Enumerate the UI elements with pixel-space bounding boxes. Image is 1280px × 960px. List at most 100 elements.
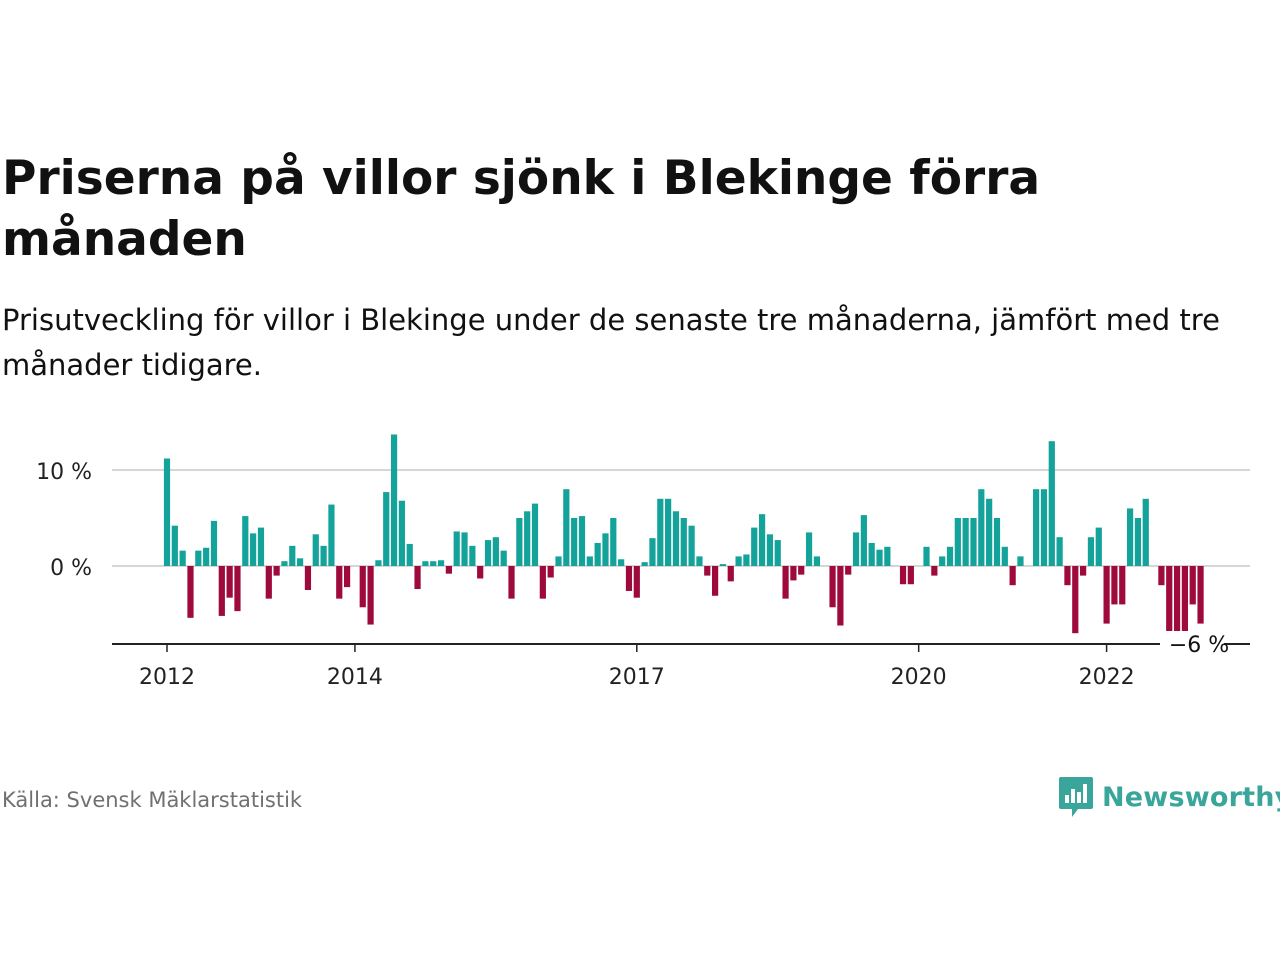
bar — [242, 516, 249, 566]
bar — [359, 566, 366, 608]
chart-subtitle: Prisutveckling för villor i Blekinge und… — [2, 303, 1220, 382]
bar — [931, 566, 938, 576]
x-tick-label: 2012 — [139, 665, 195, 690]
bar — [226, 566, 233, 598]
bar — [1181, 566, 1188, 634]
bar — [993, 518, 1001, 566]
bar — [179, 550, 186, 566]
last-value-bg — [1160, 631, 1224, 657]
bar — [516, 518, 523, 566]
bar — [1095, 527, 1102, 566]
bar — [602, 533, 609, 566]
x-tick-label: 2017 — [609, 665, 665, 690]
bar — [422, 561, 429, 566]
bar — [469, 545, 476, 566]
bar — [390, 434, 398, 566]
bar — [978, 489, 985, 566]
y-tick-label: 0 % — [50, 556, 92, 581]
bar — [273, 566, 280, 576]
bar — [265, 566, 272, 599]
bar — [1001, 546, 1008, 566]
bar — [234, 566, 241, 612]
bar — [1158, 566, 1165, 586]
y-tick-label: 10 % — [36, 460, 92, 485]
bar — [665, 498, 672, 566]
bar — [1080, 566, 1087, 576]
bar — [1009, 566, 1016, 586]
bar — [297, 558, 304, 566]
bar — [383, 492, 390, 566]
bar — [539, 566, 546, 599]
bar — [680, 518, 687, 566]
bar — [884, 546, 891, 566]
bar — [1103, 566, 1110, 624]
y-tick-labels: 10 % 0 % — [36, 460, 92, 581]
bar — [1142, 498, 1149, 566]
bar — [751, 527, 758, 566]
bar — [343, 566, 351, 588]
bar — [743, 554, 750, 566]
bar — [257, 527, 265, 566]
bar — [281, 561, 288, 566]
bar — [367, 566, 374, 625]
bar — [798, 566, 805, 575]
bar — [641, 562, 648, 566]
bar — [187, 566, 194, 618]
bar — [163, 458, 171, 566]
bar — [649, 538, 656, 566]
bar — [1040, 489, 1048, 566]
bar — [563, 489, 570, 566]
bar — [289, 545, 296, 566]
bar — [437, 560, 445, 566]
bar — [696, 556, 703, 566]
chart-title: Priserna på villor sjönk i Blekinge förr… — [2, 151, 1041, 267]
bar — [1134, 518, 1142, 566]
bar — [547, 566, 554, 578]
bar — [171, 525, 178, 566]
x-tick-label: 2020 — [891, 665, 947, 690]
bar — [555, 556, 562, 566]
bar — [336, 566, 343, 599]
bar — [1017, 556, 1024, 566]
bar — [923, 546, 930, 566]
last-value-label: −6 % — [1169, 633, 1229, 658]
newsworthy-logo-icon — [1059, 777, 1093, 817]
bar — [1166, 566, 1173, 634]
bar — [461, 532, 468, 566]
x-tick-label: 2014 — [327, 665, 383, 690]
bar — [1033, 489, 1040, 566]
bar — [312, 534, 319, 566]
bar — [860, 515, 867, 566]
bar — [790, 566, 797, 581]
bar — [1048, 441, 1055, 566]
bar-series — [163, 434, 1204, 634]
bar — [218, 566, 225, 616]
bar — [594, 542, 601, 566]
bar — [531, 503, 539, 566]
bar — [939, 556, 946, 566]
bar — [876, 549, 883, 566]
x-tick-labels: 2012 2014 2017 2020 2022 — [139, 644, 1135, 690]
bar — [445, 566, 452, 574]
bar — [618, 559, 625, 566]
brand-logo: Newsworthy — [1058, 774, 1280, 820]
bar — [1087, 537, 1095, 566]
bar — [414, 566, 421, 590]
bar — [899, 566, 907, 585]
bar — [500, 550, 507, 566]
bar — [484, 540, 492, 566]
bar — [250, 533, 257, 566]
bar — [727, 566, 734, 582]
bar — [712, 566, 719, 596]
bar — [304, 566, 312, 590]
bar — [1197, 566, 1204, 624]
bar — [477, 566, 484, 579]
bar — [430, 561, 437, 566]
bar — [610, 518, 617, 566]
bar — [946, 546, 954, 566]
bar — [719, 564, 727, 566]
bar — [398, 500, 405, 566]
bar — [1072, 566, 1079, 634]
bar — [758, 514, 766, 566]
bar — [571, 518, 578, 566]
